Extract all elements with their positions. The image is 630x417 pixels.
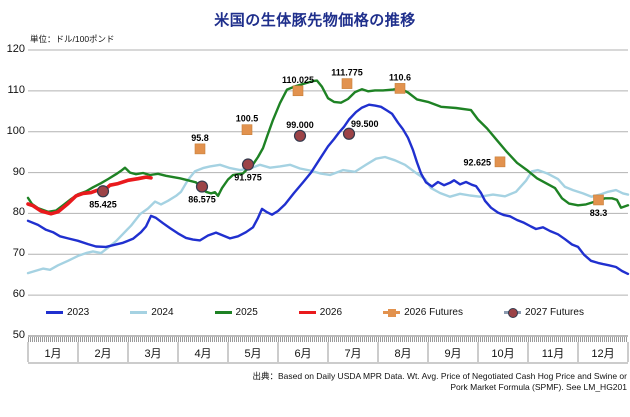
- marker-circle-99.000: [293, 129, 307, 142]
- month-label-5: 5月: [244, 348, 262, 360]
- legend-label-2026: 2026: [319, 307, 343, 318]
- y-tick-label-90: 90: [12, 165, 25, 178]
- month-label-2: 2月: [94, 348, 112, 360]
- legend-swatch-2027-futures-marker: [504, 307, 522, 318]
- source-line-2: Pork Market Formula (SPMF). See LM_HG201: [450, 382, 627, 393]
- y-tick-label-110: 110: [7, 83, 25, 96]
- month-label-7: 7月: [344, 348, 362, 360]
- legend-label-2025: 2025: [235, 307, 258, 318]
- month-label-9: 9月: [444, 348, 462, 360]
- series-line-2026: [26, 175, 153, 216]
- legend-swatch-2025-line: [214, 311, 232, 314]
- month-label-8: 8月: [394, 348, 412, 360]
- month-label-11: 11月: [541, 348, 565, 360]
- legend-item-2026: 2026: [298, 307, 343, 318]
- marker-value-label: 85.425: [89, 199, 117, 209]
- series-line-2024: [26, 155, 630, 275]
- series-line-2025: [26, 79, 630, 214]
- legend-item-2026-futures: 2026 Futures: [383, 307, 463, 318]
- marker-value-label: 99.500: [351, 119, 379, 129]
- y-tick-label-50: 50: [12, 329, 25, 341]
- marker-circle-85.425: [96, 185, 110, 198]
- legend: 2023 2024 2025 2026 2026 Futures 2027 Fu…: [46, 307, 584, 318]
- marker-value-label: 95.8: [191, 133, 209, 143]
- marker-square-92.625: [494, 156, 506, 168]
- month-label-3: 3月: [144, 348, 162, 360]
- chart-title: 米国の生体豚先物価格の推移: [214, 12, 416, 29]
- marker-value-label: 91.975: [234, 173, 262, 183]
- legend-swatch-2026-futures-marker: [383, 308, 401, 317]
- source-line-1: 出典：Based on Daily USDA MPR Data. Wt. Avg…: [252, 371, 627, 381]
- legend-item-2027-futures: 2027 Futures: [504, 307, 584, 318]
- month-label-12: 12月: [591, 348, 615, 360]
- month-label-4: 4月: [194, 348, 212, 360]
- legend-swatch-2024-line: [130, 311, 148, 314]
- daily-tick-band: [28, 337, 628, 342]
- unit-label: 単位：ドル/100ポンド: [30, 34, 115, 44]
- y-tick-label-60: 60: [12, 288, 25, 301]
- y-tick-label-100: 100: [6, 124, 25, 137]
- marker-square-111.775: [341, 78, 353, 89]
- source-note: 出典：Based on Daily USDA MPR Data. Wt. Avg…: [67, 371, 627, 394]
- marker-square-95.8: [194, 143, 206, 155]
- marker-value-label: 110.025: [282, 75, 314, 85]
- legend-item-2024: 2024: [130, 307, 174, 318]
- legend-swatch-2023-line: [46, 311, 63, 314]
- legend-label-2027-futures: 2027 Futures: [525, 307, 584, 318]
- marker-value-label: 92.625: [463, 157, 491, 167]
- series-line-2023: [26, 103, 630, 276]
- legend-item-2025: 2025: [214, 307, 258, 318]
- legend-label-2023: 2023: [67, 307, 90, 318]
- month-label-1: 1月: [44, 348, 62, 360]
- y-tick-label-70: 70: [12, 247, 25, 260]
- legend-item-2023: 2023: [46, 307, 89, 318]
- marker-value-label: 99.000: [286, 120, 314, 130]
- marker-circle-91.975: [241, 158, 255, 171]
- marker-square-100.5: [241, 124, 253, 135]
- month-label-6: 6月: [294, 348, 312, 360]
- legend-label-2024: 2024: [151, 307, 174, 318]
- marker-circle-99.500: [342, 127, 356, 140]
- marker-square-110.025: [292, 85, 304, 97]
- legend-label-2026-futures: 2026 Futures: [404, 307, 463, 318]
- y-tick-label-120: 120: [6, 43, 25, 55]
- marker-value-label: 86.575: [188, 195, 216, 205]
- marker-value-label: 83.3: [590, 208, 608, 218]
- legend-swatch-2026-line: [298, 311, 316, 314]
- marker-circle-86.575: [195, 180, 209, 193]
- marker-value-label: 100.5: [236, 114, 259, 124]
- marker-value-label: 111.775: [331, 68, 363, 78]
- marker-square-83.3: [593, 194, 604, 206]
- y-tick-label-80: 80: [12, 206, 25, 219]
- marker-value-label: 110.6: [389, 72, 411, 82]
- marker-square-110.6: [394, 83, 406, 94]
- month-label-10: 10月: [491, 348, 515, 360]
